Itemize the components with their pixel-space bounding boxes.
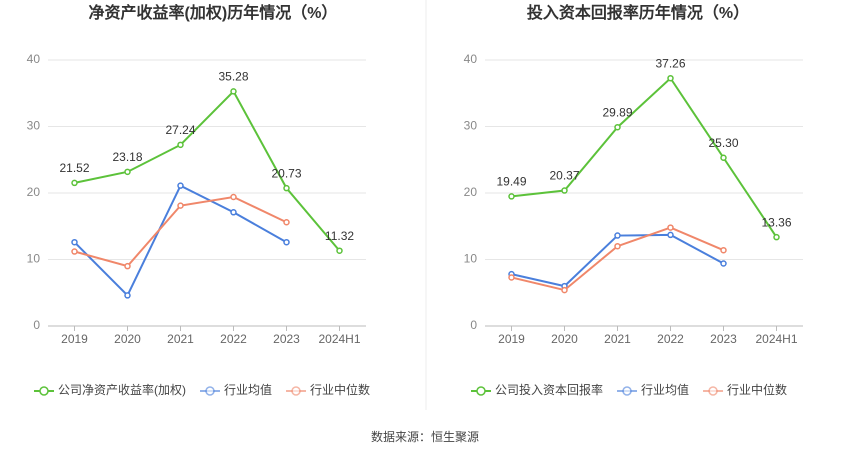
y-tick-label: 10 bbox=[27, 252, 41, 266]
point bbox=[177, 202, 184, 209]
y-tick-label: 40 bbox=[464, 52, 478, 66]
legend-marker bbox=[476, 386, 486, 396]
point bbox=[561, 286, 568, 294]
data-label: 37.26 bbox=[655, 56, 685, 70]
point bbox=[667, 231, 674, 239]
point bbox=[230, 209, 237, 216]
point bbox=[773, 233, 780, 241]
y-tick-label: 20 bbox=[27, 185, 41, 199]
x-tick-label: 2020 bbox=[551, 332, 578, 346]
point bbox=[283, 238, 290, 246]
y-tick-label: 0 bbox=[33, 318, 40, 332]
data-label: 19.49 bbox=[496, 175, 526, 189]
legend-marker bbox=[708, 386, 718, 396]
data-label: 25.30 bbox=[708, 136, 738, 150]
point bbox=[230, 193, 237, 201]
data-label: 29.89 bbox=[602, 105, 632, 119]
point bbox=[177, 182, 184, 189]
data-label: 11.32 bbox=[325, 229, 354, 243]
point bbox=[124, 168, 131, 176]
x-tick-label: 2019 bbox=[61, 332, 88, 346]
legend-label: 行业中位数 bbox=[727, 382, 787, 397]
series-line bbox=[73, 184, 287, 298]
point bbox=[667, 224, 674, 231]
legend-item[interactable]: 行业均值 bbox=[200, 382, 272, 397]
point bbox=[230, 88, 237, 95]
point bbox=[336, 247, 343, 254]
y-tick-label: 0 bbox=[470, 318, 477, 332]
point bbox=[71, 238, 78, 246]
legend-label: 行业均值 bbox=[224, 382, 272, 397]
series-line bbox=[511, 233, 724, 288]
legend-item[interactable]: 公司投入资本回报率 bbox=[471, 382, 603, 397]
y-tick-label: 10 bbox=[464, 252, 478, 266]
data-label: 20.37 bbox=[549, 169, 579, 183]
point bbox=[614, 232, 621, 239]
x-tick-label: 2023 bbox=[710, 332, 737, 346]
legend-label: 行业均值 bbox=[641, 382, 689, 397]
point bbox=[561, 187, 568, 194]
point bbox=[124, 292, 131, 299]
point bbox=[508, 193, 515, 200]
legend-marker bbox=[291, 386, 301, 396]
x-tick-label: 2024H1 bbox=[318, 332, 360, 346]
x-tick-label: 2022 bbox=[657, 332, 684, 346]
point bbox=[124, 262, 131, 270]
x-tick-label: 2024H1 bbox=[755, 332, 797, 346]
point bbox=[720, 246, 727, 254]
data-label: 27.24 bbox=[165, 123, 195, 137]
legend-item[interactable]: 行业中位数 bbox=[703, 382, 787, 397]
point bbox=[508, 274, 515, 281]
point bbox=[720, 154, 727, 162]
series-line bbox=[511, 76, 778, 238]
point bbox=[283, 219, 290, 226]
point bbox=[71, 248, 78, 255]
data-label: 23.18 bbox=[112, 150, 142, 164]
legend-label: 公司净资产收益率(加权) bbox=[58, 382, 186, 397]
x-tick-label: 2021 bbox=[167, 332, 194, 346]
legend-item[interactable]: 行业中位数 bbox=[286, 382, 370, 397]
x-tick-label: 2020 bbox=[114, 332, 141, 346]
point bbox=[614, 123, 621, 131]
legend-label: 行业中位数 bbox=[310, 382, 370, 397]
legend-item[interactable]: 公司净资产收益率(加权) bbox=[34, 382, 186, 397]
legend-label: 公司投入资本回报率 bbox=[495, 382, 603, 397]
x-tick-label: 2023 bbox=[273, 332, 300, 346]
series-line bbox=[74, 89, 341, 252]
data-label: 21.52 bbox=[59, 161, 89, 175]
legend-item[interactable]: 行业均值 bbox=[617, 382, 689, 397]
point bbox=[614, 242, 621, 250]
chart-title: 投入资本回报率历年情况（%） bbox=[527, 3, 749, 22]
point bbox=[283, 184, 290, 192]
point bbox=[667, 74, 674, 82]
point bbox=[720, 260, 727, 267]
chart-title: 净资产收益率(加权)历年情况（%） bbox=[89, 3, 338, 22]
y-tick-label: 30 bbox=[464, 119, 478, 133]
source: 数据来源：恒生聚源 bbox=[371, 429, 479, 444]
data-label: 13.36 bbox=[761, 215, 791, 229]
x-tick-label: 2019 bbox=[498, 332, 525, 346]
data-label: 20.73 bbox=[271, 166, 301, 180]
y-tick-label: 20 bbox=[464, 185, 478, 199]
x-tick-label: 2022 bbox=[220, 332, 247, 346]
point bbox=[71, 179, 78, 187]
x-tick-label: 2021 bbox=[604, 332, 631, 346]
legend-marker bbox=[622, 386, 632, 396]
y-tick-label: 30 bbox=[27, 119, 41, 133]
data-label: 35.28 bbox=[218, 70, 248, 84]
y-tick-label: 40 bbox=[27, 52, 41, 66]
point bbox=[177, 141, 184, 149]
legend-marker bbox=[39, 386, 49, 396]
legend-marker bbox=[205, 386, 215, 396]
